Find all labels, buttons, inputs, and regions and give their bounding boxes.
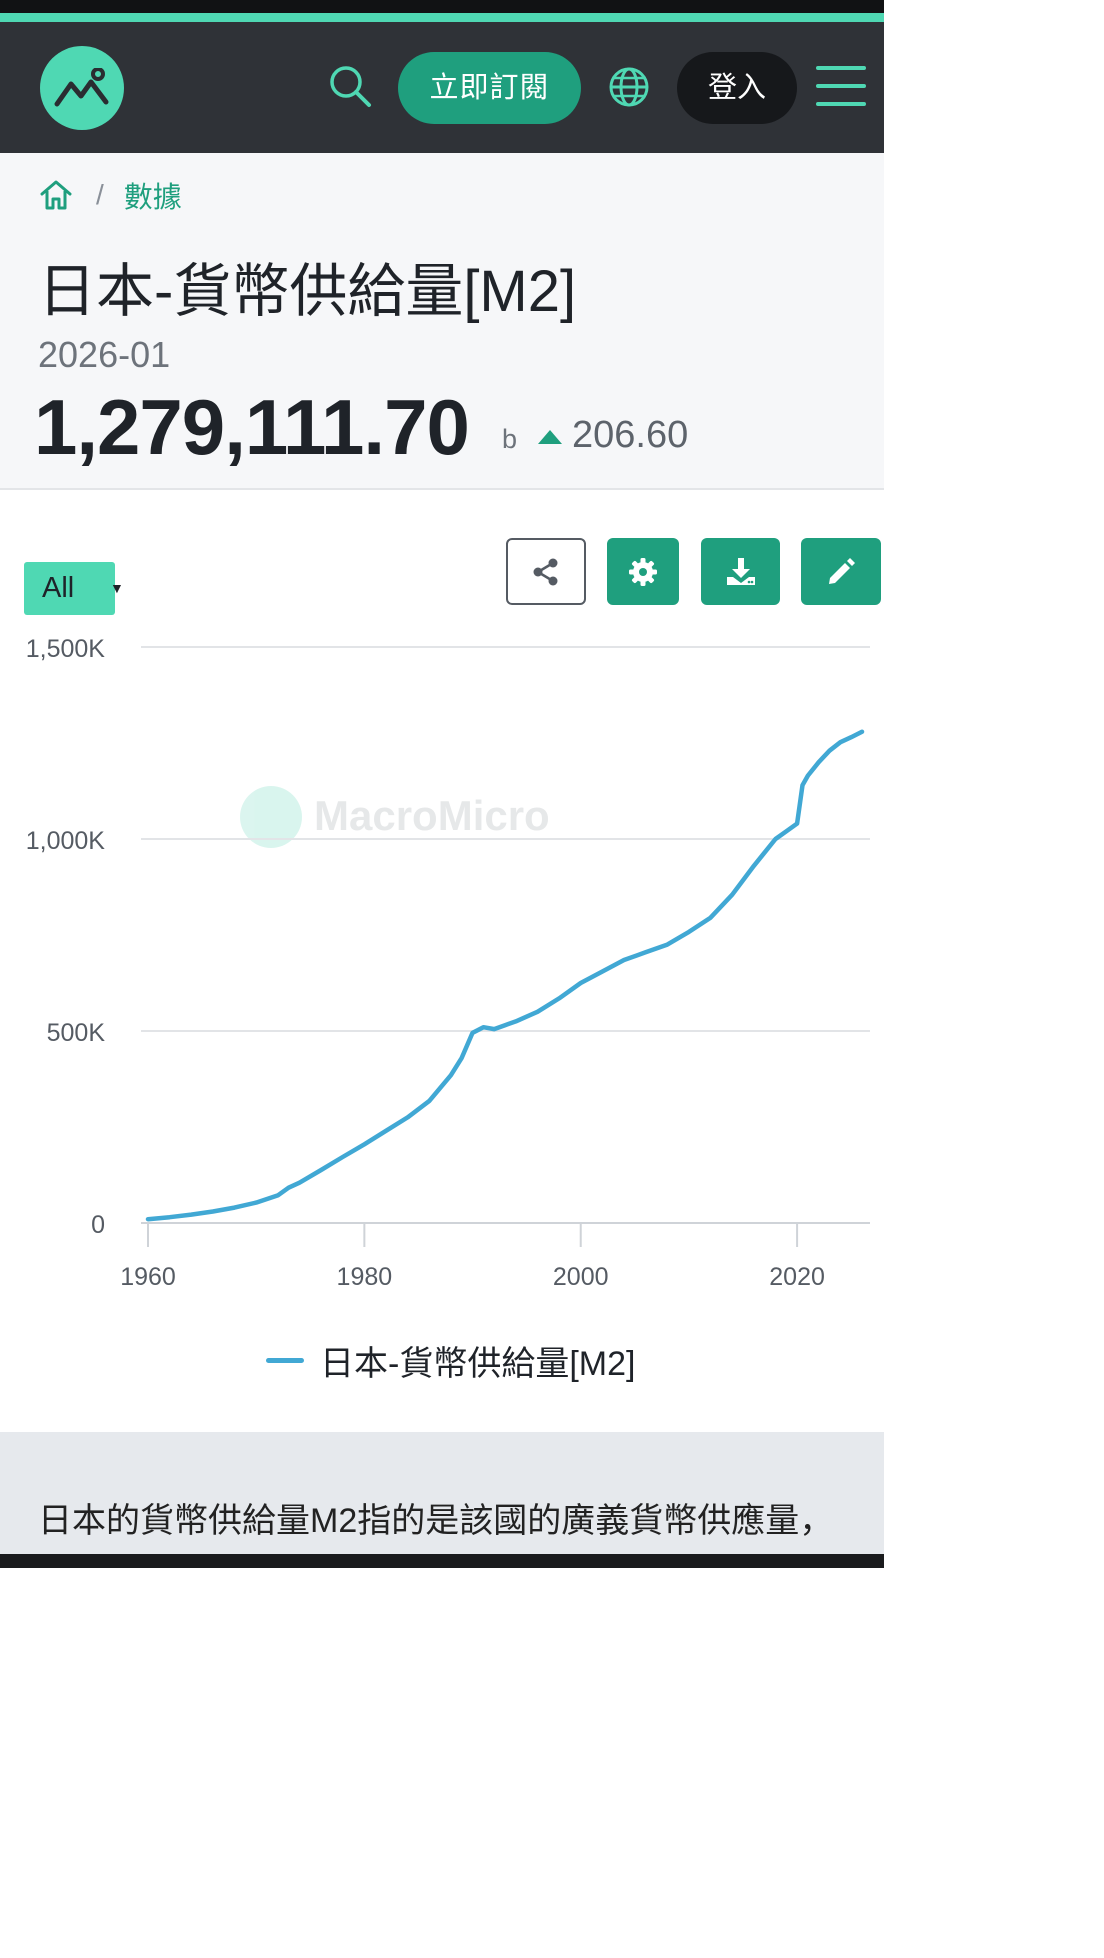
subscribe-button[interactable]: 立即訂閱 (398, 52, 581, 124)
search-button[interactable] (326, 62, 374, 110)
globe-icon (609, 67, 649, 107)
download-icon (726, 557, 755, 585)
series-line (145, 729, 865, 1222)
chart-settings-button[interactable] (607, 538, 679, 605)
watermark-logo-icon (240, 786, 302, 848)
breadcrumb-separator: / (96, 179, 104, 210)
up-arrow-icon (538, 430, 562, 444)
latest-value: 1,279,111.70 (34, 383, 470, 471)
x-tick-label: 2000 (553, 1263, 609, 1291)
y-tick-label: 1,000K (26, 827, 106, 855)
share-icon (533, 558, 558, 585)
download-button[interactable] (701, 538, 780, 605)
hamburger-menu-icon (816, 66, 866, 70)
gear-icon (629, 557, 657, 586)
legend-swatch (266, 1357, 304, 1363)
home-icon[interactable] (38, 177, 74, 213)
share-button[interactable] (506, 538, 586, 605)
top-status-strip (0, 0, 884, 24)
chart-legend-item[interactable]: 日本-貨幣供給量[M2] (266, 1338, 636, 1383)
latest-date: 2026-01 (38, 334, 171, 375)
brand-accent-bar (0, 13, 884, 22)
breadcrumb: / 數據 (38, 175, 182, 215)
breadcrumb-data-link[interactable]: 數據 (123, 182, 182, 214)
y-tick-label: 0 (91, 1211, 105, 1239)
value-unit: b (502, 424, 518, 454)
bottom-bar (0, 1554, 884, 1568)
edit-chart-button[interactable] (801, 538, 881, 605)
macromicro-logo[interactable] (40, 46, 124, 130)
description-section: 日本的貨幣供給量M2指的是該國的廣義貨幣供應量， (0, 1432, 884, 1568)
caret-down-icon: ▼ (110, 580, 124, 596)
x-tick-label: 2020 (769, 1263, 825, 1291)
language-button[interactable] (606, 64, 652, 110)
y-tick-label: 1,500K (26, 635, 106, 663)
y-tick-label: 500K (47, 1019, 106, 1047)
description-text: 日本的貨幣供給量M2指的是該國的廣義貨幣供應量， (38, 1502, 834, 1540)
hamburger-menu-icon-line (816, 102, 866, 106)
pencil-icon (829, 557, 855, 584)
m2-line-chart: 0 500K 1,000K 1,500K 1960 1980 2000 2020 (26, 635, 870, 1291)
time-range-select[interactable]: All ▼ (24, 562, 124, 615)
change-value: 206.60 (572, 414, 689, 456)
series-header (0, 153, 884, 490)
page-title: 日本-貨幣供給量[M2] (38, 259, 577, 324)
legend-label: 日本-貨幣供給量[M2] (320, 1344, 636, 1383)
chart-logo-icon (54, 68, 109, 107)
hamburger-menu-icon-line (816, 84, 866, 88)
search-icon (330, 66, 371, 107)
x-tick-label: 1980 (337, 1263, 393, 1291)
x-tick-label: 1960 (120, 1263, 176, 1291)
login-button[interactable]: 登入 (677, 52, 797, 124)
watermark-text: MacroMicro (314, 792, 550, 839)
time-range-label: All (42, 572, 75, 604)
hamburger-menu-button[interactable] (814, 64, 868, 108)
